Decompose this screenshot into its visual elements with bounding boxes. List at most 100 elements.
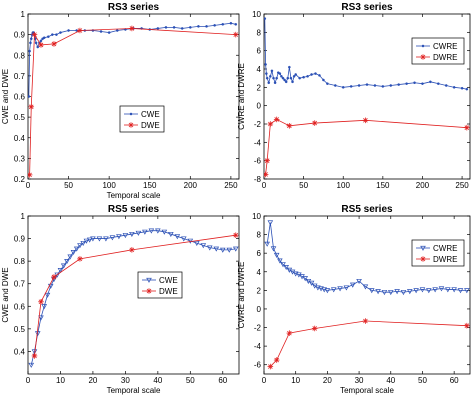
data-point-dwe: [129, 247, 135, 253]
y-tick-label: 0.7: [14, 280, 26, 289]
data-point-cwe: [47, 283, 54, 289]
y-tick-label: 0.9: [14, 235, 26, 244]
data-point-cwe: [29, 41, 32, 45]
data-point-dwe: [31, 353, 38, 359]
data-point-cwre: [272, 76, 275, 80]
data-point-cwe: [122, 233, 129, 239]
data-point-dwe: [51, 41, 57, 47]
data-point-cwe: [55, 33, 58, 36]
data-point-cwre: [457, 288, 464, 294]
legend-marker: [420, 245, 426, 251]
y-axis-label: CWE and DWE: [1, 267, 10, 322]
data-point-cwre: [270, 246, 277, 252]
x-tick-label: 200: [416, 181, 430, 190]
legend: CWE DWE: [137, 271, 183, 299]
data-point-cwre: [273, 252, 280, 258]
data-point-dwre: [311, 120, 318, 126]
data-point-cwre: [324, 288, 331, 294]
x-tick-label: 50: [299, 181, 308, 190]
x-tick-label: 0: [26, 376, 31, 385]
data-point-cwre: [381, 290, 388, 296]
x-tick-label: 10: [56, 376, 65, 385]
data-point-cwre: [381, 85, 385, 88]
x-tick-label: 200: [184, 181, 198, 190]
y-axis-label: CWRE and DWRE: [237, 63, 246, 130]
data-point-cwe: [73, 246, 80, 252]
data-point-cwe: [135, 230, 142, 236]
x-tick-label: 250: [455, 181, 469, 190]
data-point-cwre: [280, 75, 283, 78]
data-point-cwre: [318, 286, 324, 292]
data-point-cwre: [394, 289, 400, 295]
data-point-dwe: [51, 274, 57, 280]
data-point-cwre: [421, 82, 424, 85]
y-tick-label: 6: [257, 47, 262, 56]
data-point-dwe: [232, 232, 239, 238]
data-point-cwe: [109, 235, 116, 241]
series-group: [264, 17, 470, 178]
data-point-cwre: [343, 285, 350, 291]
data-point-cwre: [277, 258, 283, 264]
y-tick-label: -4: [254, 138, 262, 147]
data-point-dwe: [28, 172, 33, 178]
legend-box: [137, 271, 183, 299]
x-tick-label: 20: [323, 376, 332, 385]
x-tick-label: 30: [355, 376, 364, 385]
chart-title: RS5 series: [108, 204, 160, 215]
y-tick-label: 2: [257, 83, 262, 92]
data-point-cwre: [310, 73, 313, 76]
data-point-cwre: [322, 78, 325, 82]
data-point-dwre: [267, 121, 274, 127]
chart-panel-1: RS3 series 0 50 100 150 200 250 0.2 0.3 0.4 0.5 0.6…: [1, 2, 240, 200]
data-point-cwe: [86, 237, 93, 243]
data-point-cwe: [187, 238, 194, 244]
data-point-cwre: [275, 76, 278, 80]
legend-marker: [146, 288, 152, 294]
legend-label: CWE: [141, 110, 160, 119]
y-axis-label: CWRE and DWRE: [237, 262, 246, 329]
series-line-dwre: [265, 118, 467, 175]
data-point-dwre: [286, 330, 293, 336]
data-point-dwre: [464, 322, 470, 329]
series-group: [28, 21, 239, 178]
data-point-cwe: [28, 95, 31, 98]
y-tick-label: -6: [254, 361, 262, 370]
data-point-cwre: [429, 80, 432, 84]
data-point-cwe: [67, 254, 73, 260]
y-tick-label: 4: [257, 65, 262, 74]
data-point-cwre: [373, 84, 377, 87]
data-point-cwre: [438, 286, 445, 292]
data-point-cwe: [28, 362, 35, 368]
y-tick-label: 2: [257, 286, 262, 295]
data-point-cwre: [451, 287, 457, 293]
data-point-cwre: [326, 82, 329, 85]
data-point-cwre: [362, 284, 369, 290]
data-point-cwe: [148, 228, 155, 234]
data-point-cwe: [46, 35, 50, 38]
data-point-cwe: [172, 26, 176, 29]
data-point-cwre: [306, 75, 309, 78]
legend-marker: [421, 44, 425, 48]
x-tick-label: 250: [224, 181, 238, 190]
data-point-cwre: [368, 288, 375, 294]
data-point-cwre: [264, 63, 267, 66]
legend: CWE DWE: [119, 105, 165, 133]
data-point-cwe: [161, 229, 168, 235]
y-tick-label: 0.5: [14, 325, 26, 334]
y-axis-label: CWE and DWE: [1, 69, 10, 124]
chart-title: RS3 series: [341, 2, 393, 13]
data-point-cwre: [267, 81, 271, 85]
legend-label: DWRE: [433, 255, 457, 264]
data-point-cwe: [57, 268, 64, 274]
data-point-cwre: [445, 287, 451, 293]
data-point-cwe: [42, 36, 46, 40]
data-point-dwe: [232, 31, 239, 38]
y-tick-label: 8: [257, 28, 262, 37]
y-tick-label: 0: [257, 102, 262, 111]
x-axis-label: Temporal scale: [107, 386, 161, 395]
chart-title: RS3 series: [108, 2, 160, 13]
data-point-cwe: [219, 247, 226, 253]
data-point-dwe: [38, 42, 44, 48]
data-point-cwre: [397, 83, 400, 86]
